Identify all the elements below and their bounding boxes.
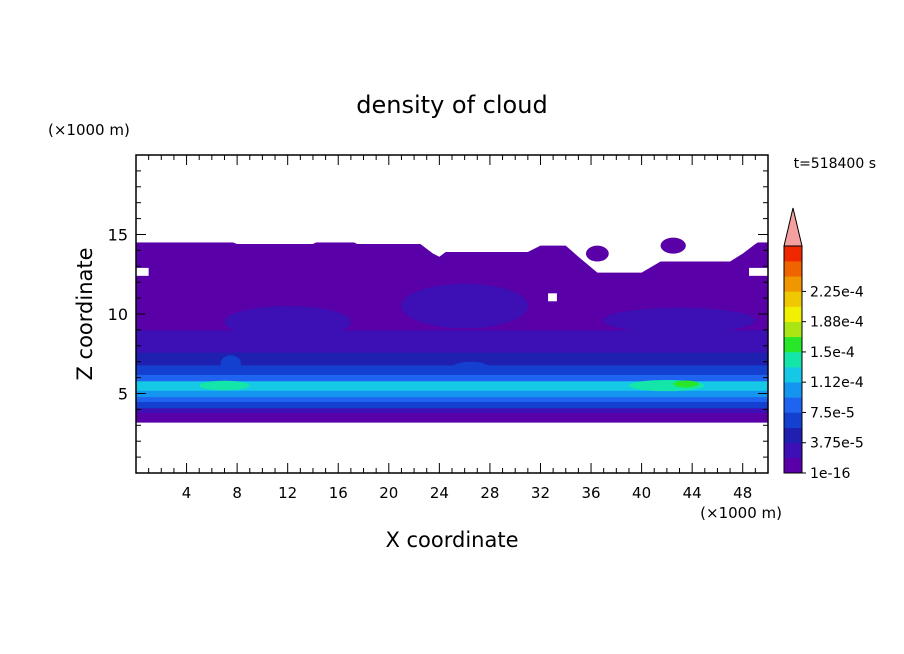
cloud-gap-2 — [548, 293, 557, 302]
density-band-2 — [136, 401, 768, 409]
x-tick-label: 4 — [182, 484, 192, 502]
colorbar-swatch-7 — [784, 351, 802, 368]
x-tick-label: 32 — [531, 484, 550, 502]
colorbar-label: 7.5e-5 — [810, 405, 855, 421]
cloud-gap-1 — [749, 267, 768, 276]
y-unit-label: (×1000 m) — [48, 121, 130, 139]
colorbar-swatch-6 — [784, 367, 802, 383]
colorbar-swatch-5 — [784, 382, 802, 398]
y-axis-label: Z coordinate — [73, 247, 97, 380]
colorbar-swatch-0 — [784, 457, 802, 474]
cloud-gap-0 — [136, 267, 149, 276]
density-band-9 — [136, 329, 768, 353]
x-tick-label: 36 — [581, 484, 600, 502]
contour-field — [136, 155, 768, 423]
x-tick-label: 16 — [329, 484, 348, 502]
x-tick-label: 20 — [379, 484, 398, 502]
colorbar-swatch-8 — [784, 336, 802, 353]
colorbar-frame — [783, 245, 803, 474]
density-band-4 — [136, 390, 768, 398]
colorbar-swatch-12 — [784, 276, 802, 292]
time-label: t=518400 s — [794, 156, 876, 172]
x-tick-label: 12 — [278, 484, 297, 502]
density-band-8 — [136, 352, 768, 366]
colorbar: 1e-16 3.75e-5 7.5e-5 1.12e-4 1.5e-4 1.88e-4 2.… — [783, 207, 864, 482]
density-band-7 — [136, 364, 768, 375]
colorbar-swatch-11 — [784, 291, 802, 307]
colorbar-swatch-14 — [784, 246, 802, 262]
cloud-free-region — [136, 155, 768, 273]
colorbar-swatch-4 — [784, 397, 802, 413]
x-tick-label: 24 — [430, 484, 449, 502]
density-patch-2 — [401, 283, 528, 329]
density-patch-9 — [452, 361, 490, 375]
chart-title: density of cloud — [356, 91, 547, 119]
y-tick-label: 5 — [118, 385, 128, 404]
density-patch-3 — [224, 306, 351, 338]
y-tick-label: 10 — [108, 305, 128, 324]
x-tick-label: 28 — [480, 484, 499, 502]
colorbar-swatch-10 — [784, 306, 802, 322]
density-band-1 — [136, 407, 768, 414]
colorbar-swatch-1 — [784, 442, 802, 459]
colorbar-label: 1.5e-4 — [810, 345, 855, 361]
colorbar-label: 1.12e-4 — [810, 375, 864, 391]
colorbar-label: 1.88e-4 — [810, 315, 864, 331]
colorbar-swatch-13 — [784, 261, 802, 277]
density-patch-7 — [673, 380, 699, 388]
density-band-0 — [136, 412, 768, 423]
density-band-5 — [136, 380, 768, 391]
x-tick-label: 40 — [632, 484, 651, 502]
density-patch-4 — [603, 307, 756, 334]
x-tick-label: 8 — [232, 484, 242, 502]
colorbar-label: 2.25e-4 — [810, 284, 864, 300]
density-patch-0 — [585, 245, 609, 262]
density-patch-1 — [660, 237, 686, 254]
colorbar-swatch-9 — [784, 321, 802, 338]
density-patch-5 — [199, 380, 250, 391]
y-tick-label: 15 — [108, 226, 128, 245]
colorbar-extend-arrow — [783, 207, 803, 247]
density-band-3 — [136, 396, 768, 402]
colorbar-swatch-2 — [784, 427, 802, 444]
colorbar-label: 1e-16 — [810, 466, 850, 482]
x-axis-label: X coordinate — [385, 528, 518, 552]
colorbar-swatch-3 — [784, 412, 802, 428]
colorbar-label: 3.75e-5 — [810, 436, 864, 452]
x-unit-label: (×1000 m) — [700, 504, 782, 522]
x-tick-label: 48 — [733, 484, 752, 502]
density-patch-8 — [220, 355, 241, 372]
x-tick-label: 44 — [683, 484, 702, 502]
y-axis: 5 10 15 — [108, 170, 768, 458]
density-band-6 — [136, 374, 768, 382]
x-axis: 4 8 12 16 20 24 28 32 36 40 44 48 — [148, 155, 756, 502]
